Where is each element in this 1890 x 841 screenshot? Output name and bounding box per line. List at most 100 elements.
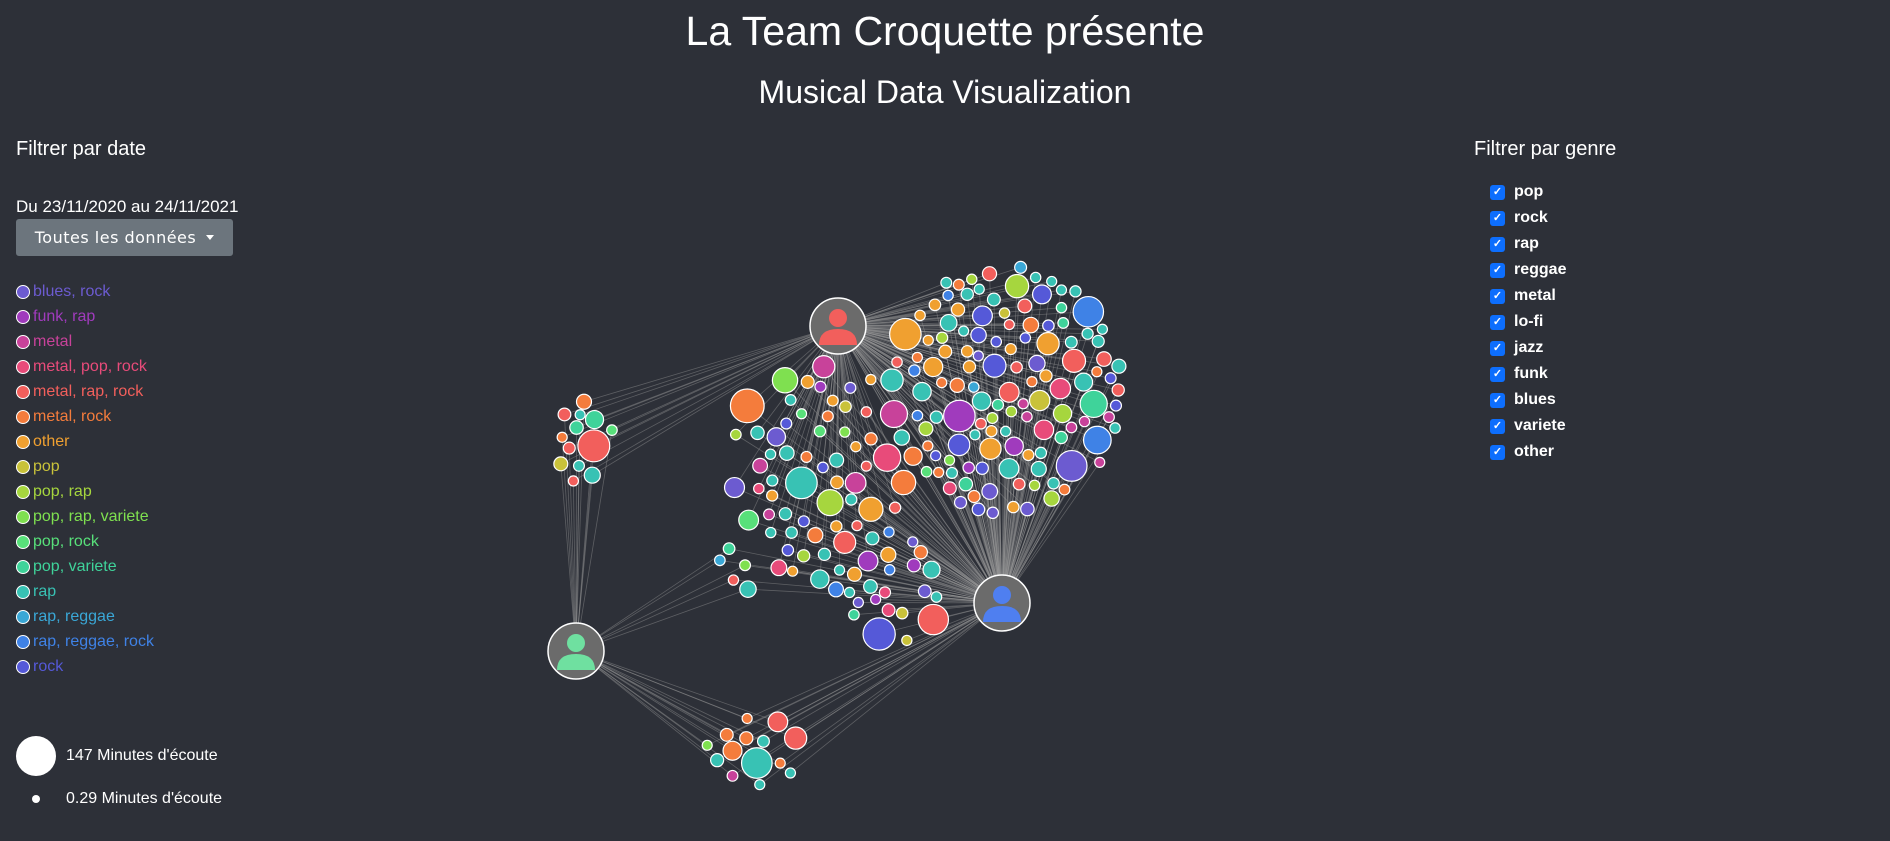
song-node[interactable]: [766, 427, 787, 447]
song-node[interactable]: [947, 433, 971, 457]
song-node[interactable]: [739, 559, 752, 572]
song-node[interactable]: [1082, 425, 1112, 455]
song-node[interactable]: [1055, 449, 1088, 482]
song-node[interactable]: [830, 520, 843, 533]
song-node[interactable]: [786, 565, 799, 577]
song-node[interactable]: [991, 398, 1005, 412]
song-node[interactable]: [923, 356, 944, 378]
song-node[interactable]: [753, 482, 765, 495]
song-node[interactable]: [850, 440, 862, 453]
song-node[interactable]: [883, 526, 895, 538]
genre-option-other[interactable]: ✓ other: [1490, 439, 1566, 465]
song-node[interactable]: [796, 549, 811, 563]
song-node[interactable]: [723, 476, 746, 499]
song-node[interactable]: [865, 531, 880, 546]
song-node[interactable]: [920, 465, 933, 478]
song-node[interactable]: [972, 350, 984, 362]
song-node[interactable]: [985, 425, 998, 438]
song-node[interactable]: [556, 431, 568, 443]
song-node[interactable]: [986, 292, 1001, 307]
song-node[interactable]: [816, 488, 844, 517]
user-red-node[interactable]: [809, 297, 867, 355]
song-node[interactable]: [967, 381, 980, 393]
song-node[interactable]: [810, 569, 830, 589]
song-node[interactable]: [1055, 301, 1068, 314]
song-node[interactable]: [943, 399, 976, 433]
song-node[interactable]: [1004, 273, 1030, 299]
song-node[interactable]: [1020, 501, 1035, 517]
genre-checkbox[interactable]: ✓: [1490, 340, 1505, 356]
genre-option-funk[interactable]: ✓ funk: [1490, 361, 1566, 387]
song-node[interactable]: [1047, 476, 1060, 490]
song-node[interactable]: [719, 727, 734, 742]
song-node[interactable]: [862, 617, 896, 651]
song-node[interactable]: [1109, 422, 1121, 434]
song-node[interactable]: [998, 457, 1020, 479]
song-node[interactable]: [739, 731, 754, 746]
song-node[interactable]: [780, 417, 793, 430]
song-node[interactable]: [914, 309, 926, 322]
song-node[interactable]: [770, 559, 788, 577]
song-node[interactable]: [741, 712, 753, 725]
song-node[interactable]: [726, 769, 739, 782]
song-node[interactable]: [1014, 260, 1028, 274]
song-node[interactable]: [785, 526, 798, 539]
song-node[interactable]: [1034, 446, 1048, 460]
genre-option-variete[interactable]: ✓ variete: [1490, 413, 1566, 439]
song-node[interactable]: [971, 305, 993, 327]
song-node[interactable]: [1109, 399, 1123, 412]
song-node[interactable]: [784, 767, 797, 779]
song-node[interactable]: [906, 558, 922, 573]
song-node[interactable]: [935, 331, 949, 344]
song-node[interactable]: [1030, 460, 1047, 478]
song-node[interactable]: [729, 428, 742, 441]
song-node[interactable]: [795, 408, 808, 420]
song-node[interactable]: [574, 409, 586, 421]
song-node[interactable]: [889, 317, 922, 351]
song-node[interactable]: [901, 634, 913, 647]
song-node[interactable]: [979, 437, 1002, 460]
song-node[interactable]: [860, 460, 872, 472]
song-node[interactable]: [981, 266, 998, 282]
song-node[interactable]: [709, 753, 725, 768]
song-node[interactable]: [1022, 448, 1035, 462]
song-node[interactable]: [1061, 348, 1087, 373]
song-node[interactable]: [766, 474, 779, 487]
song-node[interactable]: [1006, 500, 1020, 514]
song-node[interactable]: [1064, 335, 1078, 349]
song-node[interactable]: [918, 421, 934, 437]
song-node[interactable]: [1111, 383, 1125, 397]
user-blue-node[interactable]: [973, 574, 1031, 632]
song-node[interactable]: [583, 466, 601, 484]
song-node[interactable]: [1096, 351, 1112, 367]
song-node[interactable]: [1104, 372, 1117, 385]
song-node[interactable]: [860, 406, 873, 418]
song-node[interactable]: [1078, 415, 1091, 428]
genre-checkbox[interactable]: ✓: [1490, 184, 1505, 200]
song-node[interactable]: [913, 545, 929, 560]
song-node[interactable]: [851, 519, 863, 532]
genre-checkbox[interactable]: ✓: [1490, 262, 1505, 278]
song-node[interactable]: [872, 443, 902, 472]
song-node[interactable]: [828, 581, 845, 598]
song-node[interactable]: [945, 466, 959, 480]
song-node[interactable]: [807, 527, 824, 544]
song-node[interactable]: [765, 526, 777, 539]
song-node[interactable]: [1052, 403, 1073, 424]
song-node[interactable]: [781, 543, 795, 557]
song-node[interactable]: [783, 726, 808, 750]
song-node[interactable]: [828, 452, 845, 468]
song-node[interactable]: [1019, 332, 1032, 344]
song-node[interactable]: [778, 445, 795, 461]
song-node[interactable]: [843, 586, 856, 599]
song-node[interactable]: [1028, 479, 1041, 492]
song-node[interactable]: [928, 298, 942, 312]
song-node[interactable]: [998, 381, 1020, 403]
genre-option-jazz[interactable]: ✓ jazz: [1490, 335, 1566, 361]
song-node[interactable]: [967, 489, 981, 504]
song-node[interactable]: [1017, 398, 1029, 410]
song-node[interactable]: [1103, 411, 1115, 424]
song-node[interactable]: [890, 469, 917, 496]
song-node[interactable]: [973, 283, 985, 295]
song-node[interactable]: [982, 353, 1007, 378]
